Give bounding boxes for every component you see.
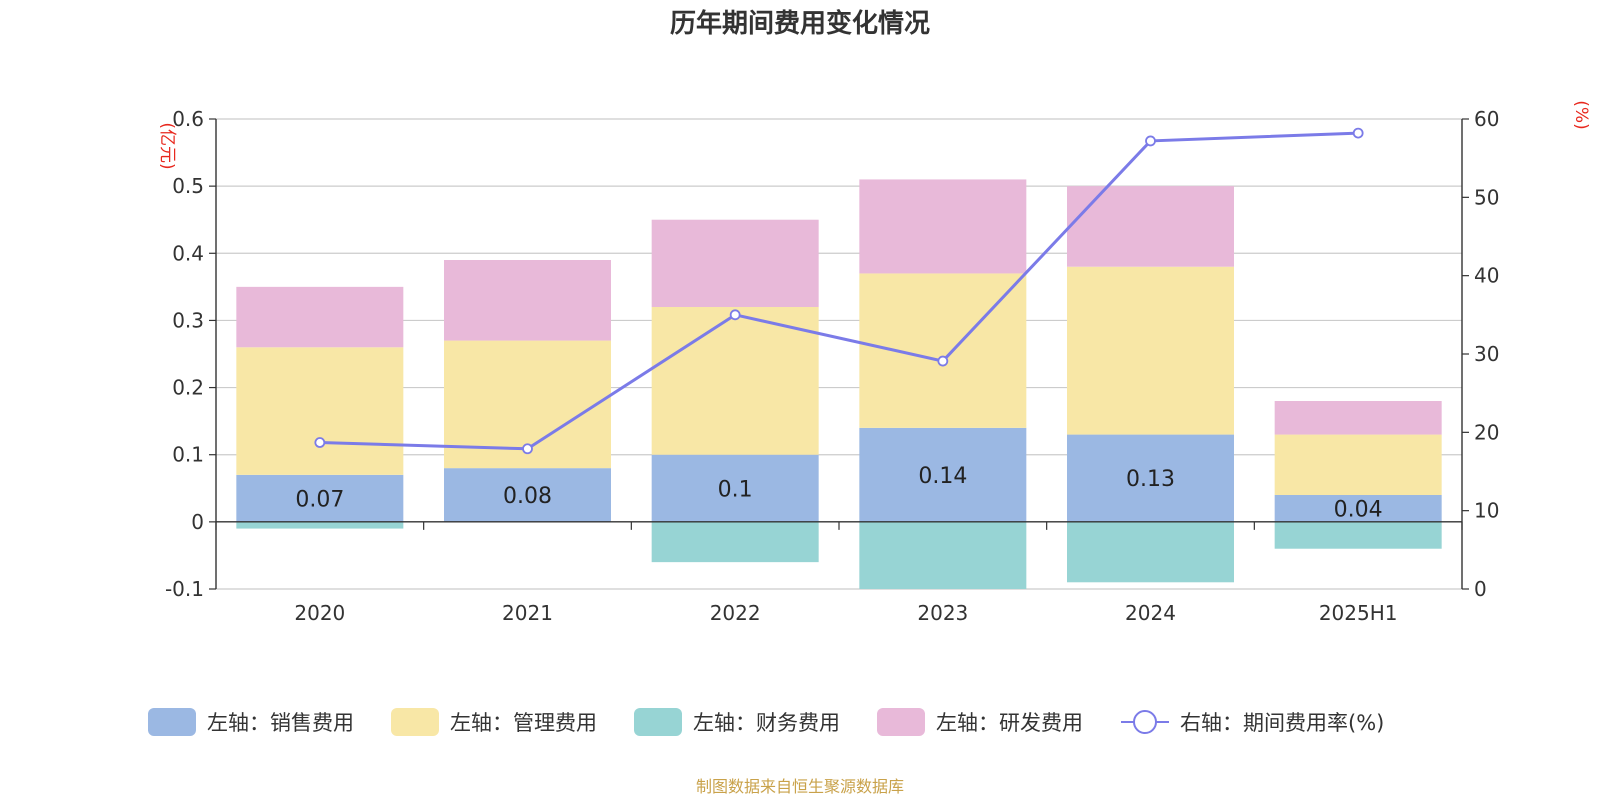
legend-label: 左轴：财务费用 — [693, 711, 840, 735]
bar — [1274, 434, 1442, 495]
legend-swatch — [877, 708, 925, 736]
right-tick-label: 10 — [1474, 499, 1499, 523]
left-tick-label: 0.1 — [172, 443, 204, 467]
category-label: 2024 — [1125, 601, 1176, 625]
bar — [651, 307, 819, 455]
legend-swatch — [391, 708, 439, 736]
legend-marker-swatch — [1133, 710, 1157, 734]
left-tick-label: 0 — [191, 510, 204, 534]
bar-data-label: 0.04 — [1334, 497, 1383, 522]
rate-line-path — [319, 131, 1359, 451]
left-tick-label: -0.1 — [165, 577, 204, 601]
bar-data-label: 0.14 — [918, 464, 967, 489]
right-tick-label: 0 — [1474, 577, 1487, 601]
category-label: 2021 — [502, 601, 553, 625]
legend-label: 右轴：期间费用率(%) — [1180, 711, 1384, 735]
legend-label: 左轴：研发费用 — [936, 711, 1083, 735]
category-label: 2022 — [710, 601, 761, 625]
left-axis-unit: (亿元) — [157, 122, 177, 169]
bar — [651, 219, 819, 307]
bar — [1274, 495, 1442, 522]
bar — [1067, 186, 1234, 267]
rate-point — [522, 443, 533, 455]
right-tick-label: 40 — [1474, 264, 1499, 288]
bar — [859, 521, 1027, 589]
legend[interactable]: 左轴：销售费用 左轴：管理费用 左轴：财务费用 左轴：研发费用 右轴：期间费用率(%) — [148, 708, 1384, 736]
bar-data-label: 0.07 — [295, 487, 344, 512]
data-labels: 0.07 0.08 0.1 0.14 0.13 0.04 — [295, 464, 1382, 523]
bar — [1067, 521, 1234, 583]
grid-lines — [216, 118, 1462, 590]
bar — [859, 179, 1027, 274]
bar — [236, 347, 404, 475]
bar — [651, 454, 819, 522]
chart-title: 历年期间费用变化情况 — [670, 8, 930, 39]
rate-point — [729, 309, 741, 321]
bar — [444, 260, 611, 341]
legend-label: 左轴：销售费用 — [207, 711, 354, 735]
bar — [444, 468, 611, 522]
rate-point — [1145, 135, 1156, 147]
bar — [859, 427, 1027, 522]
category-label: 2020 — [294, 601, 345, 625]
axes: -0.1 0 0.1 0.2 0.3 0.4 0.5 0.6 0 10 20 30 40 50 60 (亿元)… — [157, 100, 1591, 625]
bar — [236, 474, 404, 522]
rate-point — [314, 437, 326, 448]
right-tick-label: 20 — [1474, 420, 1499, 444]
rate-point — [937, 355, 949, 367]
bar — [1274, 521, 1442, 549]
bar — [1067, 434, 1234, 522]
bars — [236, 179, 1442, 589]
right-tick-label: 50 — [1474, 185, 1499, 209]
bar-data-label: 0.13 — [1126, 467, 1175, 492]
left-tick-label: 0.6 — [172, 107, 204, 131]
legend-swatch — [634, 708, 682, 736]
left-tick-label: 0.3 — [172, 308, 204, 332]
rate-line — [314, 127, 1364, 455]
bar — [859, 273, 1027, 428]
source-note: 制图数据来自恒生聚源数据库 — [696, 777, 904, 796]
right-tick-label: 30 — [1474, 342, 1499, 366]
bar-data-label: 0.08 — [503, 484, 552, 509]
category-label: 2023 — [917, 601, 968, 625]
legend-label: 左轴：管理费用 — [450, 711, 597, 735]
bar-data-label: 0.1 — [718, 477, 753, 502]
bar — [1067, 266, 1234, 435]
rate-point — [1352, 127, 1364, 139]
bar — [236, 286, 404, 348]
left-tick-label: 0.4 — [172, 241, 204, 265]
left-tick-label: 0.2 — [172, 376, 204, 400]
right-axis-unit: (%) — [1571, 100, 1591, 129]
bar — [1274, 401, 1442, 435]
bar — [651, 521, 819, 563]
legend-swatch — [148, 708, 196, 736]
category-label: 2025H1 — [1319, 601, 1398, 625]
right-tick-label: 60 — [1474, 107, 1499, 131]
left-tick-label: 0.5 — [172, 174, 204, 198]
bar — [236, 521, 404, 529]
